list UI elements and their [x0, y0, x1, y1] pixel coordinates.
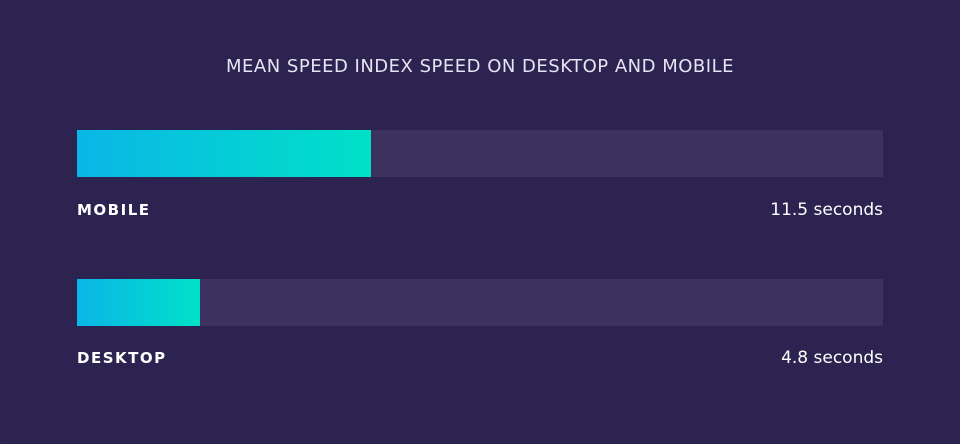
bar-desktop: [77, 279, 200, 326]
value-label-mobile: 11.5 seconds: [770, 200, 883, 220]
category-label-mobile: MOBILE: [77, 201, 151, 219]
bar-track-mobile: [77, 130, 883, 177]
value-label-desktop: 4.8 seconds: [781, 348, 883, 368]
bar-track-desktop: [77, 279, 883, 326]
category-label-desktop: DESKTOP: [77, 349, 167, 367]
chart-title: MEAN SPEED INDEX SPEED ON DESKTOP AND MO…: [226, 56, 734, 77]
bar-mobile: [77, 130, 372, 177]
